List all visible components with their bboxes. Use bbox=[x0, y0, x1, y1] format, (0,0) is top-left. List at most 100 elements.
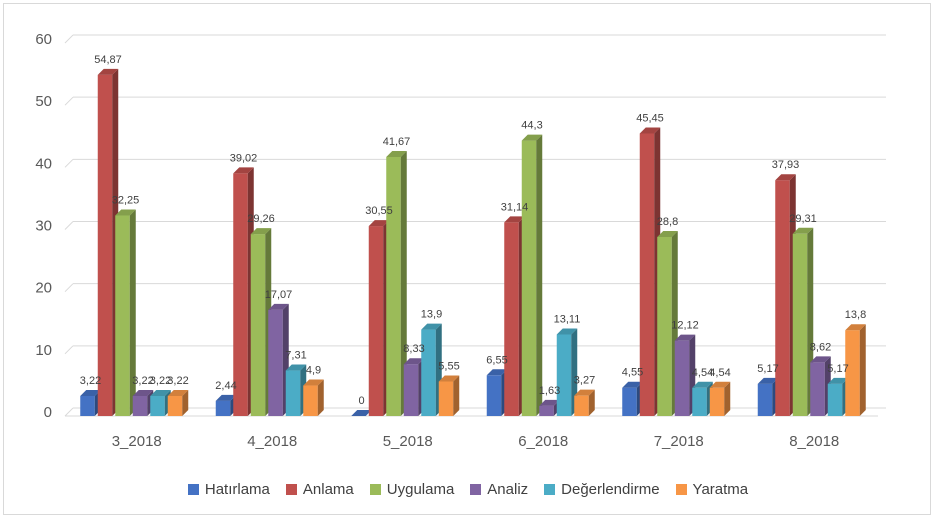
legend-label: Yaratma bbox=[692, 480, 749, 498]
x-tick-label: 3_2018 bbox=[112, 433, 162, 450]
bar-top bbox=[692, 381, 713, 388]
bar-front bbox=[845, 330, 860, 416]
y-axis-ticks: 0 10 20 30 40 50 60 bbox=[35, 31, 52, 421]
bar-front bbox=[167, 395, 183, 416]
bar-front bbox=[268, 309, 283, 416]
bar-top bbox=[657, 230, 678, 237]
data-label: 54,87 bbox=[94, 54, 122, 66]
bar-side bbox=[724, 381, 731, 416]
legend-label: Anlama bbox=[302, 480, 354, 498]
chart-legend: Hatırlama Anlama Uygulama Analiz Değerlendir… bbox=[0, 478, 936, 500]
data-label: 30,55 bbox=[365, 205, 393, 217]
legend-item: Anlama bbox=[285, 480, 354, 498]
bar-front bbox=[285, 370, 301, 416]
bar bbox=[97, 68, 119, 416]
gridline-diag bbox=[64, 158, 74, 168]
bars bbox=[80, 68, 866, 417]
data-label: 5,17 bbox=[757, 363, 778, 375]
bar-front bbox=[250, 234, 266, 416]
bar-top bbox=[268, 303, 289, 310]
bar bbox=[150, 389, 171, 416]
bar-front bbox=[215, 400, 231, 416]
bar-top bbox=[115, 209, 136, 216]
bar-top bbox=[303, 379, 324, 386]
legend-swatch bbox=[285, 483, 297, 495]
data-label: 28,8 bbox=[657, 216, 678, 228]
bar-top bbox=[368, 220, 390, 227]
bar-side bbox=[588, 389, 595, 416]
bar bbox=[709, 381, 731, 416]
bar-front bbox=[674, 340, 690, 416]
bar-top bbox=[403, 358, 425, 365]
bar-front bbox=[150, 395, 165, 416]
bar-front bbox=[504, 222, 519, 416]
bar bbox=[622, 381, 643, 416]
bar-front bbox=[486, 375, 502, 416]
legend-swatch bbox=[544, 483, 556, 495]
bar-front bbox=[622, 387, 637, 416]
bar bbox=[303, 379, 324, 416]
legend-label: Değerlendirme bbox=[561, 480, 660, 498]
data-label: 41,67 bbox=[383, 136, 411, 148]
bar bbox=[504, 216, 525, 416]
bar bbox=[285, 364, 307, 416]
bar-front bbox=[692, 387, 707, 416]
bar-top bbox=[438, 375, 460, 382]
bar-front bbox=[539, 405, 554, 416]
bar-front bbox=[792, 233, 808, 416]
y-tick-label: 10 bbox=[35, 342, 52, 359]
bar-front bbox=[132, 395, 148, 416]
bar-top bbox=[827, 377, 849, 384]
y-tick-label: 60 bbox=[35, 31, 52, 48]
legend-label: Hatırlama bbox=[204, 480, 270, 498]
bar bbox=[486, 369, 508, 416]
bar-side bbox=[859, 324, 866, 416]
bar bbox=[403, 358, 425, 416]
legend-swatch bbox=[369, 483, 381, 495]
y-tick-label: 0 bbox=[44, 404, 52, 421]
bar-top bbox=[674, 334, 696, 341]
bar-top bbox=[845, 324, 866, 331]
data-label: 13,8 bbox=[845, 309, 866, 321]
legend-item: Değerlendirme bbox=[544, 480, 660, 498]
legend-label: Analiz bbox=[487, 480, 529, 498]
data-label: 8,33 bbox=[403, 343, 424, 355]
data-label: 13,9 bbox=[421, 309, 442, 321]
bar-front bbox=[403, 364, 419, 416]
bar-front bbox=[386, 156, 401, 416]
bar-front bbox=[709, 387, 725, 416]
bar-top bbox=[132, 389, 154, 396]
bar-top bbox=[351, 410, 372, 416]
x-axis-ticks: 3_2018 4_2018 5_2018 6_2018 7_2018 8_2018 bbox=[112, 433, 840, 450]
legend-item: Analiz bbox=[470, 481, 528, 498]
x-tick-label: 6_2018 bbox=[518, 433, 568, 450]
data-label: 6,55 bbox=[486, 354, 507, 366]
bar-front bbox=[775, 180, 790, 416]
bar-top bbox=[709, 381, 731, 388]
bar-top bbox=[421, 323, 442, 330]
bar-side bbox=[129, 209, 136, 416]
bar-top bbox=[775, 174, 796, 181]
bar bbox=[233, 167, 254, 416]
data-label: 17,07 bbox=[265, 289, 293, 301]
bar bbox=[268, 303, 289, 416]
bar-top bbox=[285, 364, 307, 371]
legend-label: Uygulama bbox=[386, 480, 455, 498]
data-label: 2,44 bbox=[215, 380, 236, 392]
bar-front bbox=[574, 395, 589, 416]
legend-item: Hatırlama bbox=[187, 480, 270, 498]
bar bbox=[386, 150, 407, 416]
bar-front bbox=[810, 362, 825, 416]
bar-front bbox=[80, 395, 95, 416]
bar-front bbox=[233, 173, 248, 416]
bar bbox=[368, 220, 390, 416]
data-label: 3,22 bbox=[80, 375, 101, 387]
bar-front bbox=[97, 74, 113, 416]
data-label: 4,54 bbox=[709, 367, 730, 379]
bar-front bbox=[827, 383, 843, 416]
bar-top bbox=[574, 389, 595, 396]
bar-front bbox=[639, 133, 655, 416]
bar-top bbox=[504, 216, 525, 223]
bar bbox=[351, 410, 372, 417]
bar-front bbox=[438, 381, 454, 416]
